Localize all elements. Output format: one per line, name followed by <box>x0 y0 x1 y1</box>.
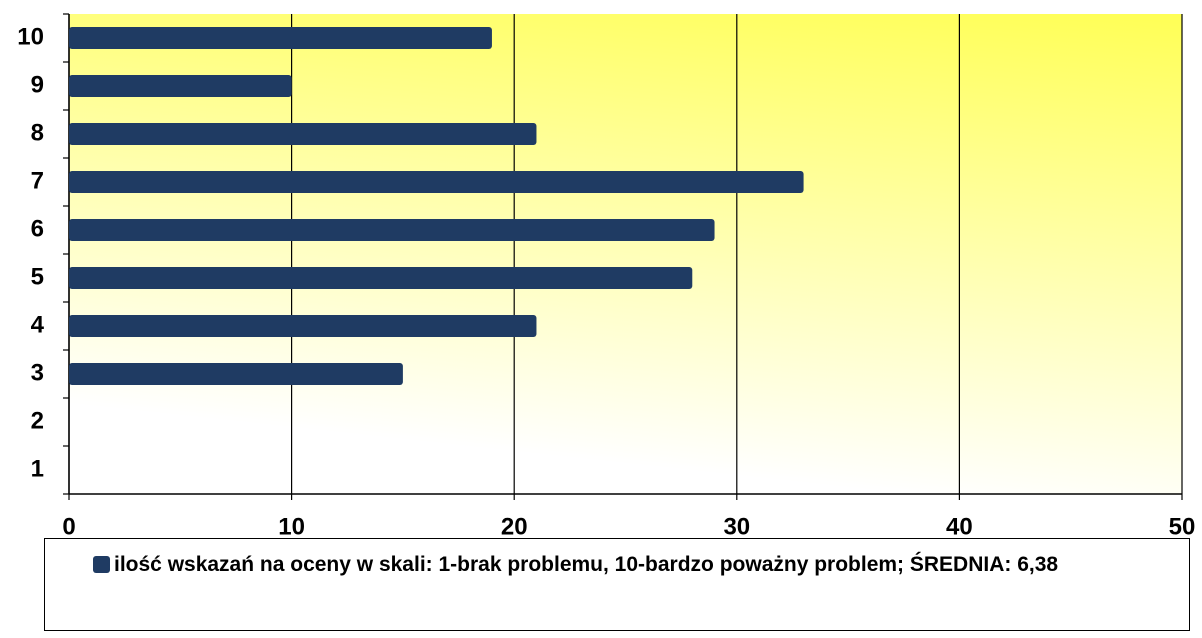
y-tick-label: 5 <box>31 263 44 290</box>
bar <box>69 75 292 97</box>
x-tick-label: 50 <box>1169 513 1196 540</box>
bar <box>69 267 693 289</box>
x-tick-label: 30 <box>723 513 750 540</box>
y-tick-label: 6 <box>31 215 44 242</box>
x-tick-label: 20 <box>501 513 528 540</box>
x-tick-label: 0 <box>62 513 75 540</box>
bar <box>69 27 492 49</box>
bar <box>69 315 537 337</box>
legend: ilość wskazań na oceny w skali: 1-brak p… <box>44 538 1190 631</box>
y-tick-label: 9 <box>31 71 44 98</box>
y-tick-label: 2 <box>31 407 44 434</box>
bar <box>69 219 715 241</box>
y-tick-label: 10 <box>17 23 44 50</box>
y-tick-label: 3 <box>31 359 44 386</box>
bar <box>69 123 537 145</box>
legend-swatch <box>93 556 110 573</box>
legend-entry: ilość wskazań na oceny w skali: 1-brak p… <box>93 550 1143 580</box>
x-tick-label: 10 <box>278 513 305 540</box>
bar <box>69 363 403 385</box>
x-tick-label: 40 <box>946 513 973 540</box>
bar <box>69 171 804 193</box>
y-tick-label: 8 <box>31 119 44 146</box>
legend-label: ilość wskazań na oceny w skali: 1-brak p… <box>114 553 1059 576</box>
y-tick-label: 7 <box>31 167 44 194</box>
y-tick-label: 1 <box>31 455 44 482</box>
y-tick-label: 4 <box>31 311 45 338</box>
